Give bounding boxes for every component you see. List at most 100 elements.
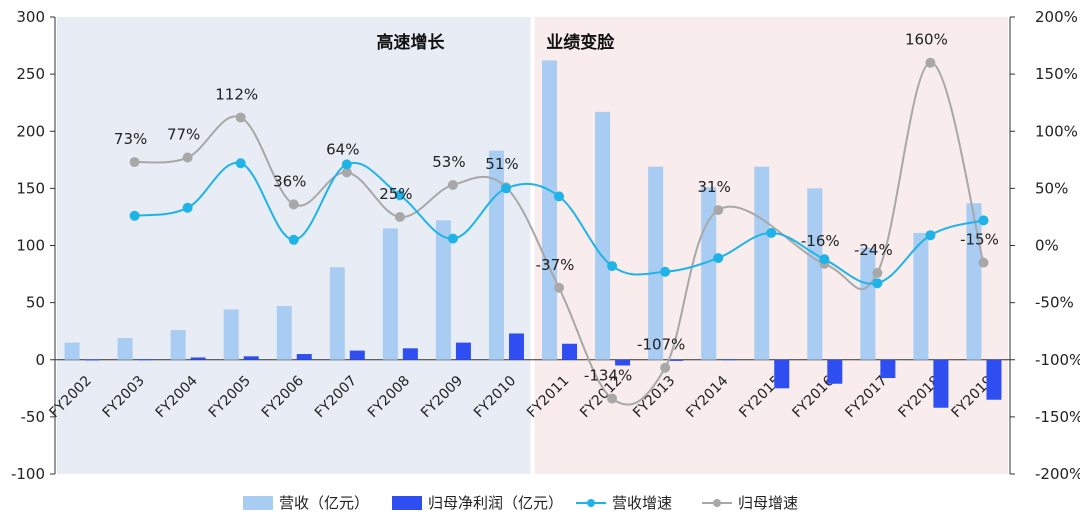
revenue-bar <box>329 267 345 360</box>
revenue-bar <box>807 188 823 360</box>
profit-growth-point <box>713 205 724 216</box>
revenue-growth-point <box>447 233 458 244</box>
revenue-growth-point <box>554 191 565 202</box>
net-profit-bar <box>349 350 365 360</box>
legend-marker <box>713 499 721 507</box>
revenue-bar <box>170 330 186 360</box>
legend-label: 归母净利润（亿元） <box>428 494 563 512</box>
right-tick-label: 100% <box>1035 122 1078 140</box>
data-label: -15% <box>960 231 999 249</box>
profit-growth-point <box>235 112 246 123</box>
profit-growth-point <box>394 211 405 222</box>
data-labels: 高速增长 业绩变脸 73% 77% 112% 36% 64% 25% 53% 51% -37% -13… <box>114 31 999 385</box>
revenue-growth-point <box>500 183 511 194</box>
revenue-bar <box>860 247 876 360</box>
legend: 营收（亿元） 归母净利润（亿元） 营收增速 归母增速 <box>243 494 798 512</box>
data-label: 73% <box>114 130 147 148</box>
net-profit-bar <box>562 343 578 360</box>
left-tick-label: 100 <box>16 237 45 255</box>
right-tick-label: 50% <box>1035 179 1068 197</box>
revenue-growth-point <box>766 227 777 238</box>
right-tick-label: -100% <box>1035 351 1080 369</box>
revenue-growth-point <box>341 159 352 170</box>
revenue-growth-point <box>129 210 140 221</box>
legend-swatch <box>243 496 273 510</box>
revenue-bar <box>648 166 664 360</box>
data-label: -37% <box>536 256 575 274</box>
profit-growth-point <box>925 57 936 68</box>
left-tick-label: 0 <box>35 351 45 369</box>
data-label: -24% <box>854 241 893 259</box>
net-profit-bar <box>508 333 524 360</box>
net-profit-bar <box>296 354 312 360</box>
revenue-bar <box>276 306 292 360</box>
phase-label: 业绩变脸 <box>546 32 615 53</box>
legend-swatch <box>392 496 422 510</box>
profit-growth-point <box>129 157 140 168</box>
net-profit-bar <box>243 356 259 360</box>
left-tick-label: 300 <box>16 8 45 26</box>
data-label: 53% <box>432 153 465 171</box>
net-profit-bar <box>774 359 790 389</box>
net-profit-bar <box>827 359 843 384</box>
profit-growth-point <box>660 362 671 373</box>
revenue-bar <box>435 220 451 360</box>
left-tick-label: 250 <box>16 65 45 83</box>
data-label: 64% <box>326 140 359 158</box>
phase-label: 高速增长 <box>376 32 445 53</box>
revenue-bar <box>64 342 80 360</box>
data-label: 51% <box>485 155 518 173</box>
left-tick-label: -100 <box>11 465 45 483</box>
right-tick-label: -200% <box>1035 465 1080 483</box>
revenue-growth-point <box>872 278 883 289</box>
net-profit-bar <box>137 359 153 361</box>
net-profit-bar <box>933 359 949 408</box>
profit-growth-point <box>554 282 565 293</box>
data-label: -107% <box>637 336 685 354</box>
revenue-bar <box>382 228 398 360</box>
revenue-growth-point <box>607 261 618 272</box>
revenue-bar <box>117 338 133 360</box>
revenue-growth-line <box>134 161 984 285</box>
profit-growth-point <box>872 267 883 278</box>
revenue-growth-point <box>978 215 989 226</box>
right-tick-label: -50% <box>1035 294 1074 312</box>
data-label: 25% <box>379 185 412 203</box>
net-profit-bar <box>402 348 418 360</box>
revenue-bar <box>754 166 770 360</box>
net-profit-bar <box>84 359 100 361</box>
data-label: -134% <box>584 367 632 385</box>
data-label: 36% <box>273 172 306 190</box>
net-profit-bar <box>721 359 737 361</box>
net-profit-bar <box>455 342 471 360</box>
data-label: 112% <box>215 86 258 104</box>
right-tick-label: 150% <box>1035 65 1078 83</box>
revenue-growth-point <box>235 158 246 169</box>
net-profit-bar <box>615 359 631 366</box>
data-label: 31% <box>698 178 731 196</box>
phase-background <box>57 17 531 474</box>
profit-growth-point <box>341 167 352 178</box>
revenue-bar <box>542 60 558 360</box>
data-label: -16% <box>801 232 840 250</box>
revenue-growth-point <box>713 253 724 264</box>
net-profit-bar <box>986 359 1002 400</box>
profit-growth-point <box>978 257 989 268</box>
net-profit-bar <box>668 359 684 361</box>
profit-growth-point <box>288 199 299 210</box>
right-tick-label: -150% <box>1035 408 1080 426</box>
revenue-bar <box>913 232 929 360</box>
left-tick-label: 150 <box>16 179 45 197</box>
revenue-bar <box>701 187 717 360</box>
data-label: 160% <box>905 31 948 49</box>
legend-label: 营收（亿元） <box>279 494 369 512</box>
revenue-bar <box>488 150 504 360</box>
line-series <box>129 57 989 406</box>
revenue-growth-point <box>660 266 671 277</box>
revenue-bar <box>223 309 239 360</box>
left-tick-label: -50 <box>21 408 46 426</box>
bar-series <box>64 60 1002 408</box>
profit-growth-line <box>134 61 985 406</box>
left-tick-label: 200 <box>16 122 45 140</box>
revenue-bar <box>595 111 611 360</box>
